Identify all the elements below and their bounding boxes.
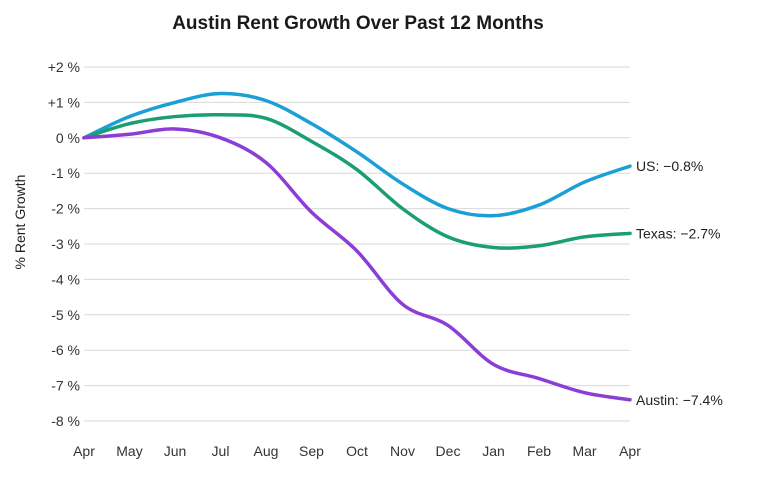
x-tick-label: Jul	[212, 443, 230, 459]
y-tick-label: -7 %	[51, 378, 80, 394]
x-tick-label: Dec	[436, 443, 461, 459]
series-lines	[82, 91, 632, 402]
y-tick-label: -2 %	[51, 201, 80, 217]
x-tick-label: Nov	[390, 443, 415, 459]
y-tick-label: 0 %	[56, 130, 80, 146]
series-line-texas	[82, 112, 632, 250]
y-tick-label: -1 %	[51, 165, 80, 181]
end-label-austin: Austin: −7.4%	[636, 392, 723, 408]
series-end-labels: US: −0.8% Texas: −2.7% Austin: −7.4%	[636, 158, 723, 408]
x-tick-label: Apr	[73, 443, 95, 459]
x-tick-label: Jan	[482, 443, 505, 459]
end-label-texas: Texas: −2.7%	[636, 225, 720, 241]
series-line-us	[82, 91, 632, 218]
y-tick-label: -5 %	[51, 307, 80, 323]
x-tick-label: Sep	[299, 443, 324, 459]
y-axis-label: % Rent Growth	[12, 175, 28, 270]
series-line-austin	[82, 127, 632, 402]
x-tick-label: Aug	[254, 443, 279, 459]
x-tick-label: May	[116, 443, 142, 459]
y-tick-label: -6 %	[51, 342, 80, 358]
y-tick-label: -4 %	[51, 271, 80, 287]
y-tick-label: +1 %	[48, 94, 80, 110]
y-tick-label: +2 %	[48, 59, 80, 75]
y-tick-label: -3 %	[51, 236, 80, 252]
y-tick-labels: +2 % +1 % 0 % -1 % -2 % -3 % -4 % -5 % -6 % -7 % -…	[48, 59, 80, 429]
chart-title: Austin Rent Growth Over Past 12 Months	[172, 13, 544, 34]
x-tick-label: Feb	[527, 443, 551, 459]
x-tick-label: Mar	[572, 443, 596, 459]
x-tick-label: Oct	[346, 443, 368, 459]
x-tick-label: Jun	[164, 443, 187, 459]
x-tick-label: Apr	[619, 443, 641, 459]
end-label-us: US: −0.8%	[636, 158, 703, 174]
y-tick-label: -8 %	[51, 413, 80, 429]
x-tick-labels: Apr May Jun Jul Aug Sep Oct Nov Dec Jan Feb Mar Apr	[73, 443, 641, 459]
